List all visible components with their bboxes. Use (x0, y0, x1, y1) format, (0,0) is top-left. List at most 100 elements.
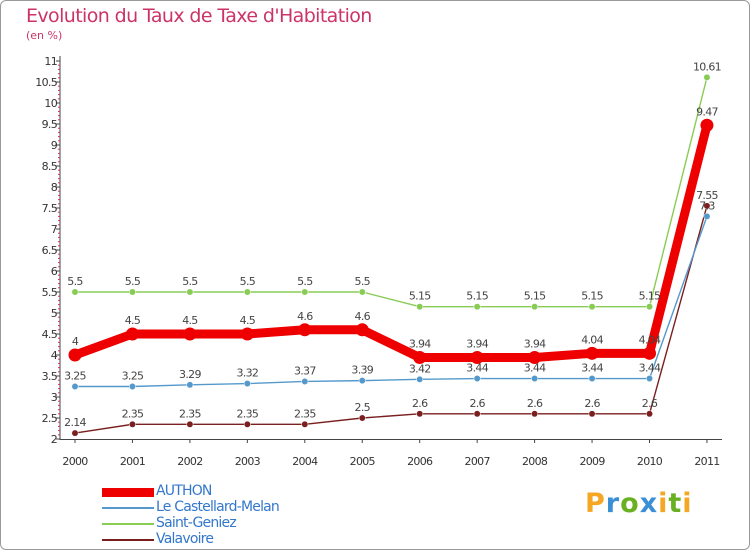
data-label-saint-geniez: 5.5 (182, 275, 198, 288)
data-point-le-castellard-melan (473, 375, 481, 382)
data-label-saint-geniez: 5.15 (639, 290, 661, 303)
data-label-saint-geniez: 5.15 (581, 290, 603, 303)
y-tick-label: 2 (51, 433, 57, 446)
data-point-saint-geniez (301, 288, 309, 296)
data-label-authon: 4.6 (355, 310, 371, 323)
data-label-authon: 4.6 (297, 310, 313, 323)
data-point-valavoire (243, 420, 251, 428)
data-point-authon (643, 346, 656, 360)
data-point-valavoire (71, 429, 79, 437)
legend-swatch-authon (102, 488, 154, 497)
data-label-saint-geniez: 5.15 (524, 290, 546, 303)
series-valavoire (71, 202, 711, 437)
y-tick-label: 10 (44, 97, 57, 110)
data-label-le-castellard-melan: 7.3 (699, 199, 715, 212)
data-label-authon: 4 (72, 335, 79, 348)
x-tick-label: 2008 (522, 455, 548, 468)
y-tick-label: 7 (51, 223, 58, 236)
data-label-le-castellard-melan: 3.42 (409, 362, 431, 375)
data-label-le-castellard-melan: 3.25 (64, 370, 86, 383)
y-tick-label: 3.5 (42, 370, 58, 383)
data-point-le-castellard-melan (646, 375, 653, 382)
data-point-le-castellard-melan (71, 383, 79, 390)
data-label-valavoire: 7.55 (696, 189, 718, 202)
y-tick-label: 7.5 (42, 202, 58, 215)
x-tick-label: 2007 (465, 455, 491, 468)
data-label-valavoire: 2.35 (122, 407, 144, 420)
data-point-saint-geniez (588, 303, 596, 311)
data-label-le-castellard-melan: 3.37 (294, 364, 316, 377)
data-label-valavoire: 2.5 (355, 401, 371, 414)
data-point-authon (298, 323, 312, 337)
x-tick-label: 2004 (292, 455, 318, 468)
data-label-le-castellard-melan: 3.32 (236, 367, 258, 380)
y-tick-label: 2.5 (42, 412, 58, 425)
x-tick-label: 2001 (120, 455, 145, 468)
data-point-le-castellard-melan (531, 375, 539, 382)
x-tick-label: 2002 (177, 455, 202, 468)
data-label-le-castellard-melan: 3.44 (524, 362, 546, 375)
data-label-valavoire: 2.6 (527, 397, 543, 410)
series-authon (68, 118, 714, 365)
series-line-saint-geniez (75, 77, 708, 308)
data-point-le-castellard-melan (129, 383, 136, 390)
data-label-le-castellard-melan: 3.44 (639, 362, 661, 375)
data-point-saint-geniez (473, 303, 481, 311)
data-point-valavoire (358, 414, 366, 422)
y-tick-label: 6.5 (42, 244, 58, 257)
x-tick-label: 2003 (235, 455, 261, 468)
x-tick-label: 2000 (62, 455, 88, 468)
x-tick-label: 2005 (350, 455, 376, 468)
y-tick-label: 11 (44, 55, 57, 68)
logo-letter: P (585, 488, 606, 519)
data-label-authon: 4.04 (639, 333, 661, 346)
data-label-saint-geniez: 5.15 (466, 290, 488, 303)
y-tick-label: 9 (51, 139, 58, 152)
x-tick-label: 2006 (407, 455, 433, 468)
data-label-saint-geniez: 5.5 (240, 275, 256, 288)
y-tick-label: 4.5 (42, 328, 58, 341)
series-line-valavoire (74, 205, 708, 434)
data-point-authon (183, 327, 197, 341)
data-point-saint-geniez (129, 288, 136, 296)
x-tick-label: 2009 (579, 455, 605, 468)
data-point-saint-geniez (71, 288, 79, 296)
data-label-valavoire: 2.35 (236, 407, 258, 420)
data-point-le-castellard-melan (588, 375, 596, 382)
data-label-authon: 4.5 (240, 314, 256, 327)
chart-title: Evolution du Taux de Taxe d'Habitation (26, 5, 372, 27)
data-label-valavoire: 2.6 (412, 397, 428, 410)
data-point-authon (528, 351, 542, 365)
logo-letter: o (620, 488, 640, 519)
series-line-authon (73, 124, 712, 363)
logo-letter: r (605, 488, 621, 519)
legend-label-valavoire: Valavoire (156, 531, 214, 547)
data-point-saint-geniez (186, 288, 194, 296)
data-point-saint-geniez (531, 303, 539, 311)
data-point-authon (700, 118, 714, 132)
y-tick-label: 4 (51, 349, 58, 362)
data-point-valavoire (416, 410, 424, 418)
y-tick-label: 5 (51, 307, 58, 320)
data-label-saint-geniez: 5.5 (125, 275, 141, 288)
data-point-valavoire (646, 410, 653, 418)
data-label-authon: 3.94 (524, 338, 546, 351)
data-label-saint-geniez: 5.5 (297, 275, 313, 288)
data-point-authon (355, 323, 369, 337)
legend-label-saint-geniez: Saint-Geniez (156, 515, 237, 531)
data-label-authon: 4.5 (125, 314, 141, 327)
data-label-valavoire: 2.35 (179, 407, 201, 420)
data-label-le-castellard-melan: 3.44 (581, 362, 603, 375)
data-point-le-castellard-melan (301, 378, 309, 385)
data-label-valavoire: 2.6 (469, 397, 485, 410)
data-label-authon: 3.94 (409, 338, 431, 351)
data-point-saint-geniez (646, 303, 653, 311)
data-label-saint-geniez: 5.5 (67, 275, 83, 288)
data-point-valavoire (588, 410, 596, 418)
legend-swatch-saint-geniez (102, 523, 154, 525)
x-tick-label: 2010 (637, 455, 663, 468)
y-tick-label: 10.5 (35, 76, 57, 89)
y-tick-label: 8.5 (42, 160, 58, 173)
x-tick-label: 2011 (694, 455, 719, 468)
series-line-le-castellard-melan (75, 216, 708, 388)
